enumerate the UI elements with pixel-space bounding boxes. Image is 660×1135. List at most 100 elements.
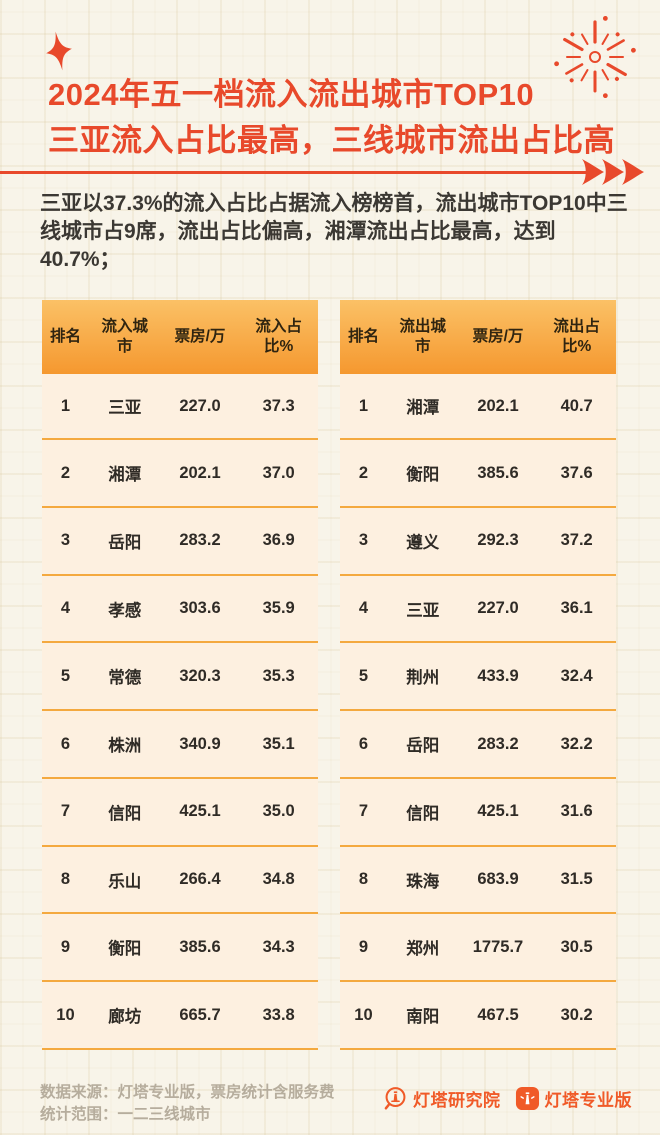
table-cell: 30.5 [537,913,616,983]
table-cell: 35.3 [239,642,318,712]
beacon-pro-logo: 灯塔专业版 [515,1086,633,1111]
table-cell: 467.5 [458,981,538,1050]
column-header: 排名 [340,300,387,374]
page-title-line2: 三亚流入占比最高，三线城市流出占比高 [48,123,615,158]
table-cell: 283.2 [458,710,538,779]
table-cell: 340.9 [160,710,240,779]
table-cell: 385.6 [160,913,240,983]
column-header: 流入占比% [239,300,318,374]
table-cell: 株洲 [88,710,161,779]
table-row: 3 遵义 292.3 37.2 [340,506,616,576]
table-cell: 36.9 [239,506,318,576]
beacon-research-logo: 灯塔研究院 [383,1086,501,1111]
table-cell: 1775.7 [458,913,538,983]
beacon-pro-label: 灯塔专业版 [544,1091,632,1110]
table-cell: 三亚 [88,374,161,441]
table-cell: 34.8 [239,845,318,915]
table-cell: 425.1 [458,777,538,847]
page-title-line1: 2024年五一档流入流出城市TOP10 [48,77,535,112]
footer-logos: 灯塔研究院 灯塔专业版 [383,1086,632,1111]
table-cell: 202.1 [458,374,538,441]
table-row: 9 郑州 1775.7 30.5 [340,913,616,983]
beacon-research-label: 灯塔研究院 [413,1091,501,1110]
table-cell: 郑州 [386,913,459,983]
table-cell: 3 [42,506,89,576]
table-cell: 202.1 [160,439,240,508]
table-cell: 5 [42,642,89,712]
table-cell: 36.1 [537,574,616,644]
lighthouse-app-tile-icon [515,1086,539,1111]
tables-container: 排名 流入城市 票房/万 流入占比% 1 三亚 227.0 37.3 2 湘潭 202.1 37.0… [42,300,616,1050]
table-cell: 5 [340,642,387,712]
table-row: 1 三亚 227.0 37.3 [42,374,318,441]
table-cell: 信阳 [386,777,459,847]
table-cell: 7 [340,777,387,847]
table-cell: 10 [340,981,387,1050]
table-cell: 岳阳 [386,710,459,779]
table-cell: 1 [340,374,387,441]
table-cell: 珠海 [386,845,459,915]
table-cell: 岳阳 [88,506,161,576]
table-cell: 35.0 [239,777,318,847]
table-cell: 衡阳 [386,439,459,508]
table-cell: 35.9 [239,574,318,644]
column-header: 流入城市 [88,300,161,374]
table-cell: 9 [340,913,387,983]
table-cell: 湘潭 [386,374,459,441]
table-cell: 2 [42,439,89,508]
table-row: 1 湘潭 202.1 40.7 [340,374,616,441]
summary-text: 三亚以37.3%的流入占比占据流入榜榜首，流出城市TOP10中三线城市占9席，流… [40,192,628,271]
outflow-table: 排名 流出城市 票房/万 流出占比% 1 湘潭 202.1 40.7 2 衡阳 385.6 37.6… [340,300,616,1050]
table-row: 9 衡阳 385.6 34.3 [42,913,318,983]
forward-arrows-icon [582,159,644,185]
table-cell: 6 [42,710,89,779]
table-cell: 信阳 [88,777,161,847]
table-cell: 31.5 [537,845,616,915]
table-row: 10 南阳 467.5 30.2 [340,981,616,1050]
column-header: 流出占比% [537,300,616,374]
table-cell: 3 [340,506,387,576]
table-cell: 31.6 [537,777,616,847]
table-cell: 9 [42,913,89,983]
fireworks-icon [554,15,636,99]
table-row: 8 乐山 266.4 34.8 [42,845,318,915]
table-row: 7 信阳 425.1 31.6 [340,777,616,847]
table-row: 2 湘潭 202.1 37.0 [42,439,318,508]
table-cell: 303.6 [160,574,240,644]
table-row: 7 信阳 425.1 35.0 [42,777,318,847]
column-header: 流出城市 [386,300,459,374]
table-row: 5 荆州 433.9 32.4 [340,642,616,712]
table-cell: 常德 [88,642,161,712]
table-row: 5 常德 320.3 35.3 [42,642,318,712]
page-title: 2024年五一档流入流出城市TOP10 三亚流入占比最高，三线城市流出占比高 [48,72,648,164]
table-cell: 7 [42,777,89,847]
table-cell: 遵义 [386,506,459,576]
table-row: 6 株洲 340.9 35.1 [42,710,318,779]
table-cell: 荆州 [386,642,459,712]
table-cell: 10 [42,981,89,1050]
table-cell: 385.6 [458,439,538,508]
table-cell: 37.2 [537,506,616,576]
table-cell: 2 [340,439,387,508]
table-cell: 乐山 [88,845,161,915]
table-cell: 4 [340,574,387,644]
column-header: 票房/万 [160,300,240,374]
table-cell: 32.2 [537,710,616,779]
table-cell: 衡阳 [88,913,161,983]
table-cell: 665.7 [160,981,240,1050]
table-cell: 30.2 [537,981,616,1050]
table-cell: 227.0 [160,374,240,441]
table-cell: 4 [42,574,89,644]
table-cell: 292.3 [458,506,538,576]
footer-source: 数据来源：灯塔专业版，票房统计含服务费 统计范围：一二三线城市 [40,1082,335,1126]
table-cell: 34.3 [239,913,318,983]
table-row: 4 孝感 303.6 35.9 [42,574,318,644]
table-cell: 33.8 [239,981,318,1050]
table-cell: 37.0 [239,439,318,508]
table-cell: 廊坊 [88,981,161,1050]
column-header: 排名 [42,300,89,374]
table-cell: 6 [340,710,387,779]
table-cell: 683.9 [458,845,538,915]
inflow-table: 排名 流入城市 票房/万 流入占比% 1 三亚 227.0 37.3 2 湘潭 202.1 37.0… [42,300,318,1050]
table-row: 6 岳阳 283.2 32.2 [340,710,616,779]
